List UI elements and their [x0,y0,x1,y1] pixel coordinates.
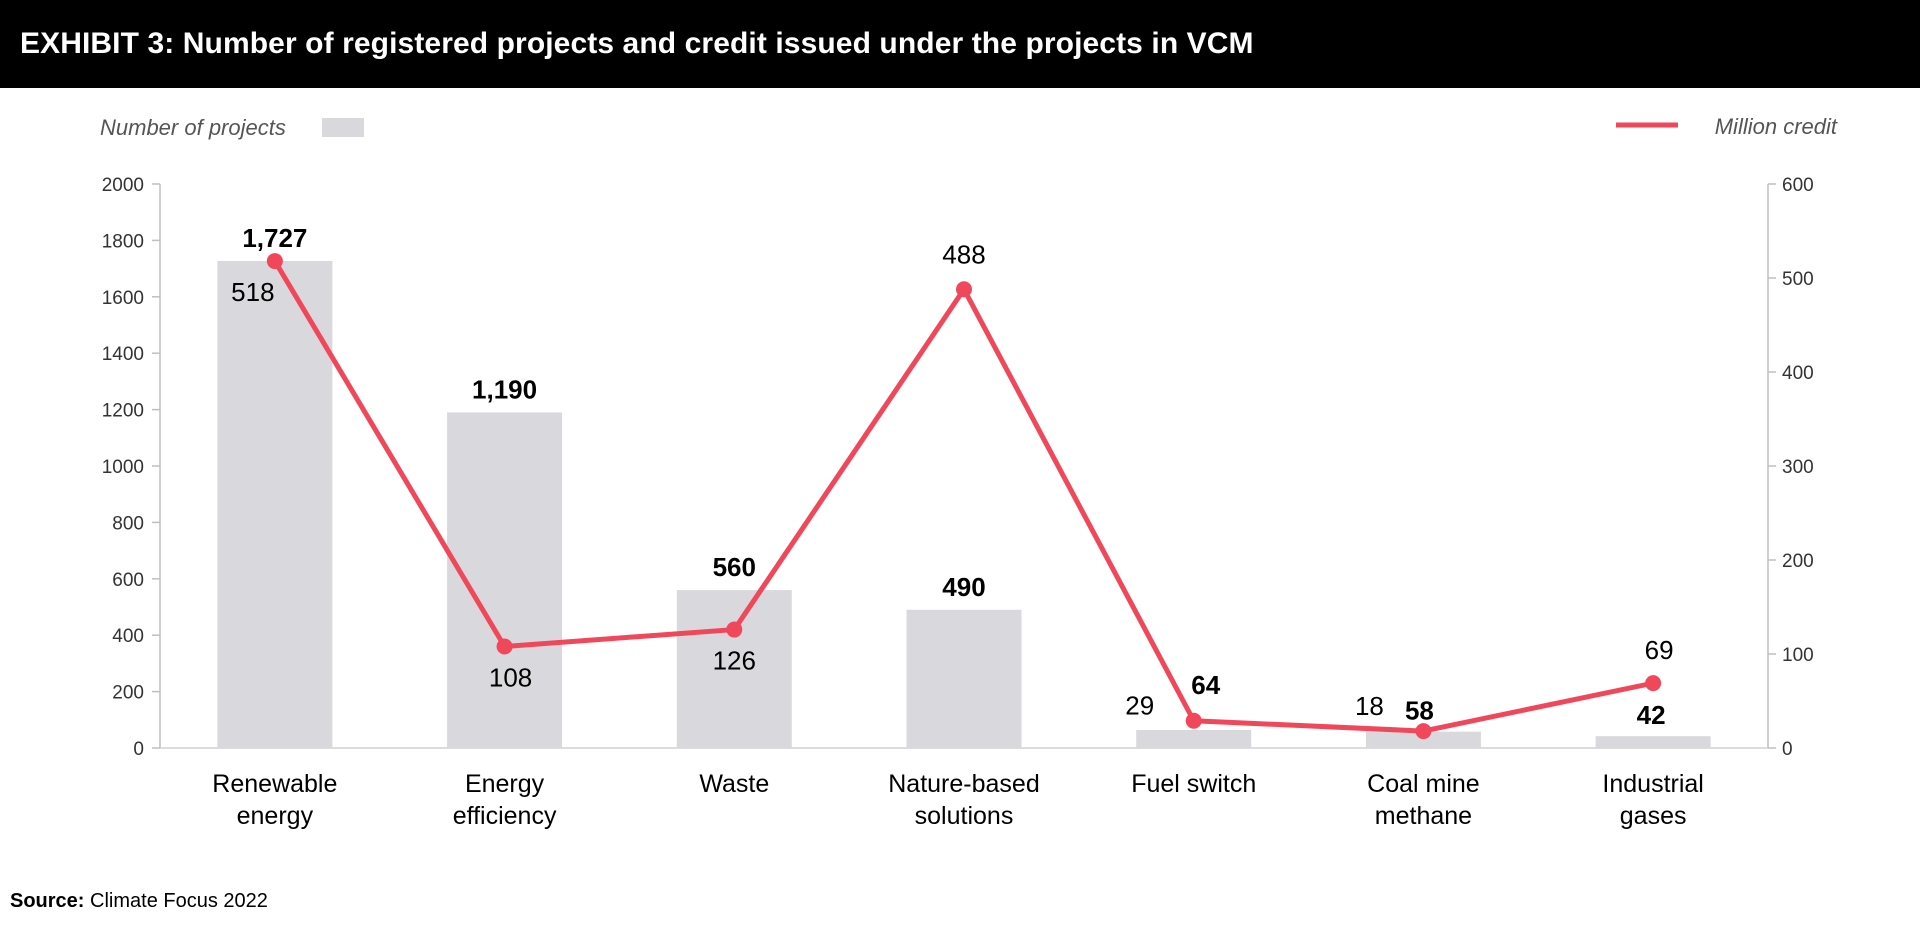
line-value-label: 108 [489,662,532,692]
y-right-tick-label: 0 [1782,739,1793,760]
bar-value-label: 1,727 [242,223,307,253]
category-label: Nature-based [888,770,1039,798]
line-point [1415,723,1432,740]
y-left-tick-label: 1000 [102,457,144,478]
bar [1365,731,1481,748]
category-label: Coal mine [1367,770,1480,798]
category-label: methane [1375,802,1472,830]
y-left-tick-label: 2000 [102,175,144,196]
source-label: Source: [10,890,85,912]
bar-value-label: 490 [942,572,985,602]
bar-value-label: 560 [713,552,756,582]
line-point [496,638,513,655]
y-right-tick-label: 600 [1782,175,1814,196]
y-left-tick-label: 400 [112,626,144,647]
bar-value-label: 1,190 [472,374,537,404]
y-left-tick-label: 200 [112,683,144,704]
category-label: Industrial [1602,770,1703,798]
category-label: efficiency [453,802,557,830]
y-left-tick-label: 1200 [102,401,144,422]
legend-label-projects: Number of projects [100,115,286,140]
y-right-tick-label: 500 [1782,269,1814,290]
line-point [266,253,283,270]
y-right-tick-label: 200 [1782,551,1814,572]
line-value-label: 518 [231,277,274,307]
category-label: solutions [915,802,1014,830]
source-note: Source: Climate Focus 2022 [10,890,268,913]
bar-value-label: 58 [1405,696,1434,726]
line-point [956,281,972,298]
category-label: Waste [699,770,769,798]
line-value-label: 126 [713,646,756,676]
category-label: gases [1620,802,1687,830]
exhibit-title: EXHIBIT 3: Number of registered projects… [20,27,1254,60]
y-left-tick-label: 1600 [102,288,144,309]
line-value-label: 29 [1125,691,1154,721]
y-left-tick-label: 800 [112,513,144,534]
y-left-tick-label: 600 [112,570,144,591]
bar [906,609,1022,748]
line-value-label: 69 [1645,635,1674,665]
bar-value-label: 64 [1191,670,1220,700]
category-label: energy [237,802,314,830]
bar [217,260,333,748]
source-text: Climate Focus 2022 [90,890,268,912]
combo-chart: 0 200 400 600 800 1000 1200 1400 1600 1800 2000 0 10… [100,114,1838,830]
y-right-tick-label: 300 [1782,457,1814,478]
category-label: Renewable [212,770,337,798]
bar [676,590,792,748]
y-left-tick-label: 1400 [102,344,144,365]
line-point [1645,675,1662,692]
legend-swatch-projects [322,118,364,137]
y-left-tick-label: 1800 [102,231,144,252]
line-value-label: 488 [942,239,985,269]
title-bar: EXHIBIT 3: Number of registered projects… [0,0,1920,88]
y-left-tick-label: 0 [133,739,144,760]
line-point [726,621,743,638]
category-label: Fuel switch [1131,770,1256,798]
bar [1136,729,1252,748]
y-right-tick-label: 100 [1782,645,1814,666]
legend-label-credit: Million credit [1715,114,1838,139]
bar-value-label: 42 [1637,700,1666,730]
line-value-label: 18 [1355,691,1384,721]
line-point [1185,712,1202,729]
y-right-tick-label: 400 [1782,363,1814,384]
bar [1595,736,1711,748]
category-label: Energy [465,770,545,798]
